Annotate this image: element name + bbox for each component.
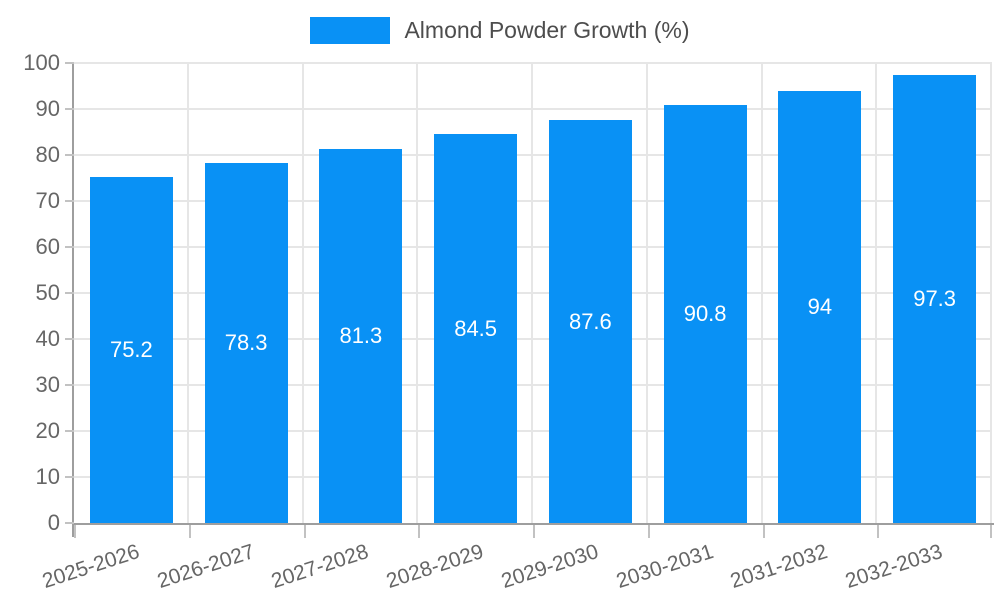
y-tick-label: 60 <box>35 234 60 259</box>
bar: 75.2 <box>89 177 173 523</box>
y-tick-label: 100 <box>23 50 60 75</box>
y-axis-tick <box>65 108 74 110</box>
horizontal-gridline <box>74 62 992 65</box>
y-axis-tick <box>65 522 74 524</box>
bar: 97.3 <box>893 75 977 523</box>
vertical-gridline <box>531 63 533 523</box>
y-tick-label: 40 <box>35 326 60 351</box>
vertical-gridline <box>990 63 992 523</box>
bar-value-label: 78.3 <box>224 329 268 355</box>
bar-value-label: 84.5 <box>454 315 498 341</box>
y-axis-tick <box>65 338 74 340</box>
vertical-gridline <box>301 63 304 523</box>
bar-value-label: 87.6 <box>568 308 612 334</box>
y-axis-tick <box>65 200 74 202</box>
x-axis-tick <box>188 525 191 538</box>
x-tick-label: 2032-2033 <box>842 540 946 593</box>
x-tick-label: 2026-2027 <box>154 540 257 593</box>
x-axis-tick <box>418 525 421 538</box>
x-axis-tick <box>762 525 765 538</box>
bar-value-label: 94 <box>807 293 833 319</box>
vertical-gridline <box>416 63 419 523</box>
y-tick-label: 50 <box>35 280 60 305</box>
x-tick-label: 2025-2026 <box>39 540 143 593</box>
legend-swatch <box>310 17 391 44</box>
x-tick-label: 2031-2032 <box>728 540 831 593</box>
horizontal-gridline <box>74 430 992 432</box>
x-axis-tick <box>74 525 76 538</box>
vertical-gridline <box>645 63 648 523</box>
bar-value-label: 75.2 <box>109 337 153 363</box>
y-tick-label: 90 <box>35 96 60 121</box>
y-axis-tick <box>65 292 74 294</box>
horizontal-gridline <box>74 154 992 156</box>
horizontal-gridline <box>74 108 992 110</box>
bar: 81.3 <box>319 149 403 523</box>
horizontal-gridline <box>74 246 992 248</box>
horizontal-gridline <box>74 338 992 340</box>
y-tick-label: 20 <box>35 418 60 443</box>
bar: 78.3 <box>204 162 288 523</box>
x-axis-tick <box>877 525 880 538</box>
y-tick-label: 80 <box>35 142 60 167</box>
x-axis-tick <box>990 525 992 538</box>
plot-area: 75.2 78.3 81.3 84.5 87.6 90.8 94 97.3 <box>74 62 992 523</box>
x-axis-tick <box>647 525 650 538</box>
horizontal-gridline <box>74 200 992 202</box>
x-axis-tick <box>303 525 306 538</box>
bar-value-label: 81.3 <box>339 323 383 349</box>
bar: 84.5 <box>434 134 518 523</box>
x-tick-label: 2030-2031 <box>613 540 716 593</box>
vertical-gridline <box>875 63 878 523</box>
horizontal-gridline <box>74 476 992 478</box>
y-axis-tick <box>65 154 74 156</box>
y-tick-label: 30 <box>35 372 60 397</box>
bar: 87.6 <box>548 120 632 523</box>
horizontal-gridline <box>74 384 992 386</box>
x-tick-label: 2028-2029 <box>383 540 487 593</box>
legend-label: Almond Powder Growth (%) <box>404 17 690 43</box>
y-axis-tick <box>65 62 74 64</box>
y-axis-tick <box>65 246 74 248</box>
y-axis-tick <box>65 476 74 478</box>
y-axis-tick <box>65 430 74 432</box>
x-axis-tick <box>533 525 535 538</box>
y-tick-label: 0 <box>47 510 60 535</box>
y-tick-label: 10 <box>35 464 60 489</box>
x-tick-label: 2029-2030 <box>498 540 602 593</box>
horizontal-gridline <box>74 292 992 294</box>
x-axis-line <box>72 523 994 525</box>
bar-value-label: 90.8 <box>683 301 727 327</box>
y-axis-line <box>72 63 74 537</box>
vertical-gridline <box>760 63 763 523</box>
bar-value-label: 97.3 <box>913 286 957 312</box>
vertical-gridline <box>186 63 189 523</box>
y-tick-label: 70 <box>35 188 60 213</box>
bar: 94 <box>778 90 862 523</box>
x-tick-label: 2027-2028 <box>269 540 372 593</box>
y-axis-tick <box>65 384 74 386</box>
legend: Almond Powder Growth (%) <box>0 17 1000 44</box>
bar: 90.8 <box>663 105 747 523</box>
